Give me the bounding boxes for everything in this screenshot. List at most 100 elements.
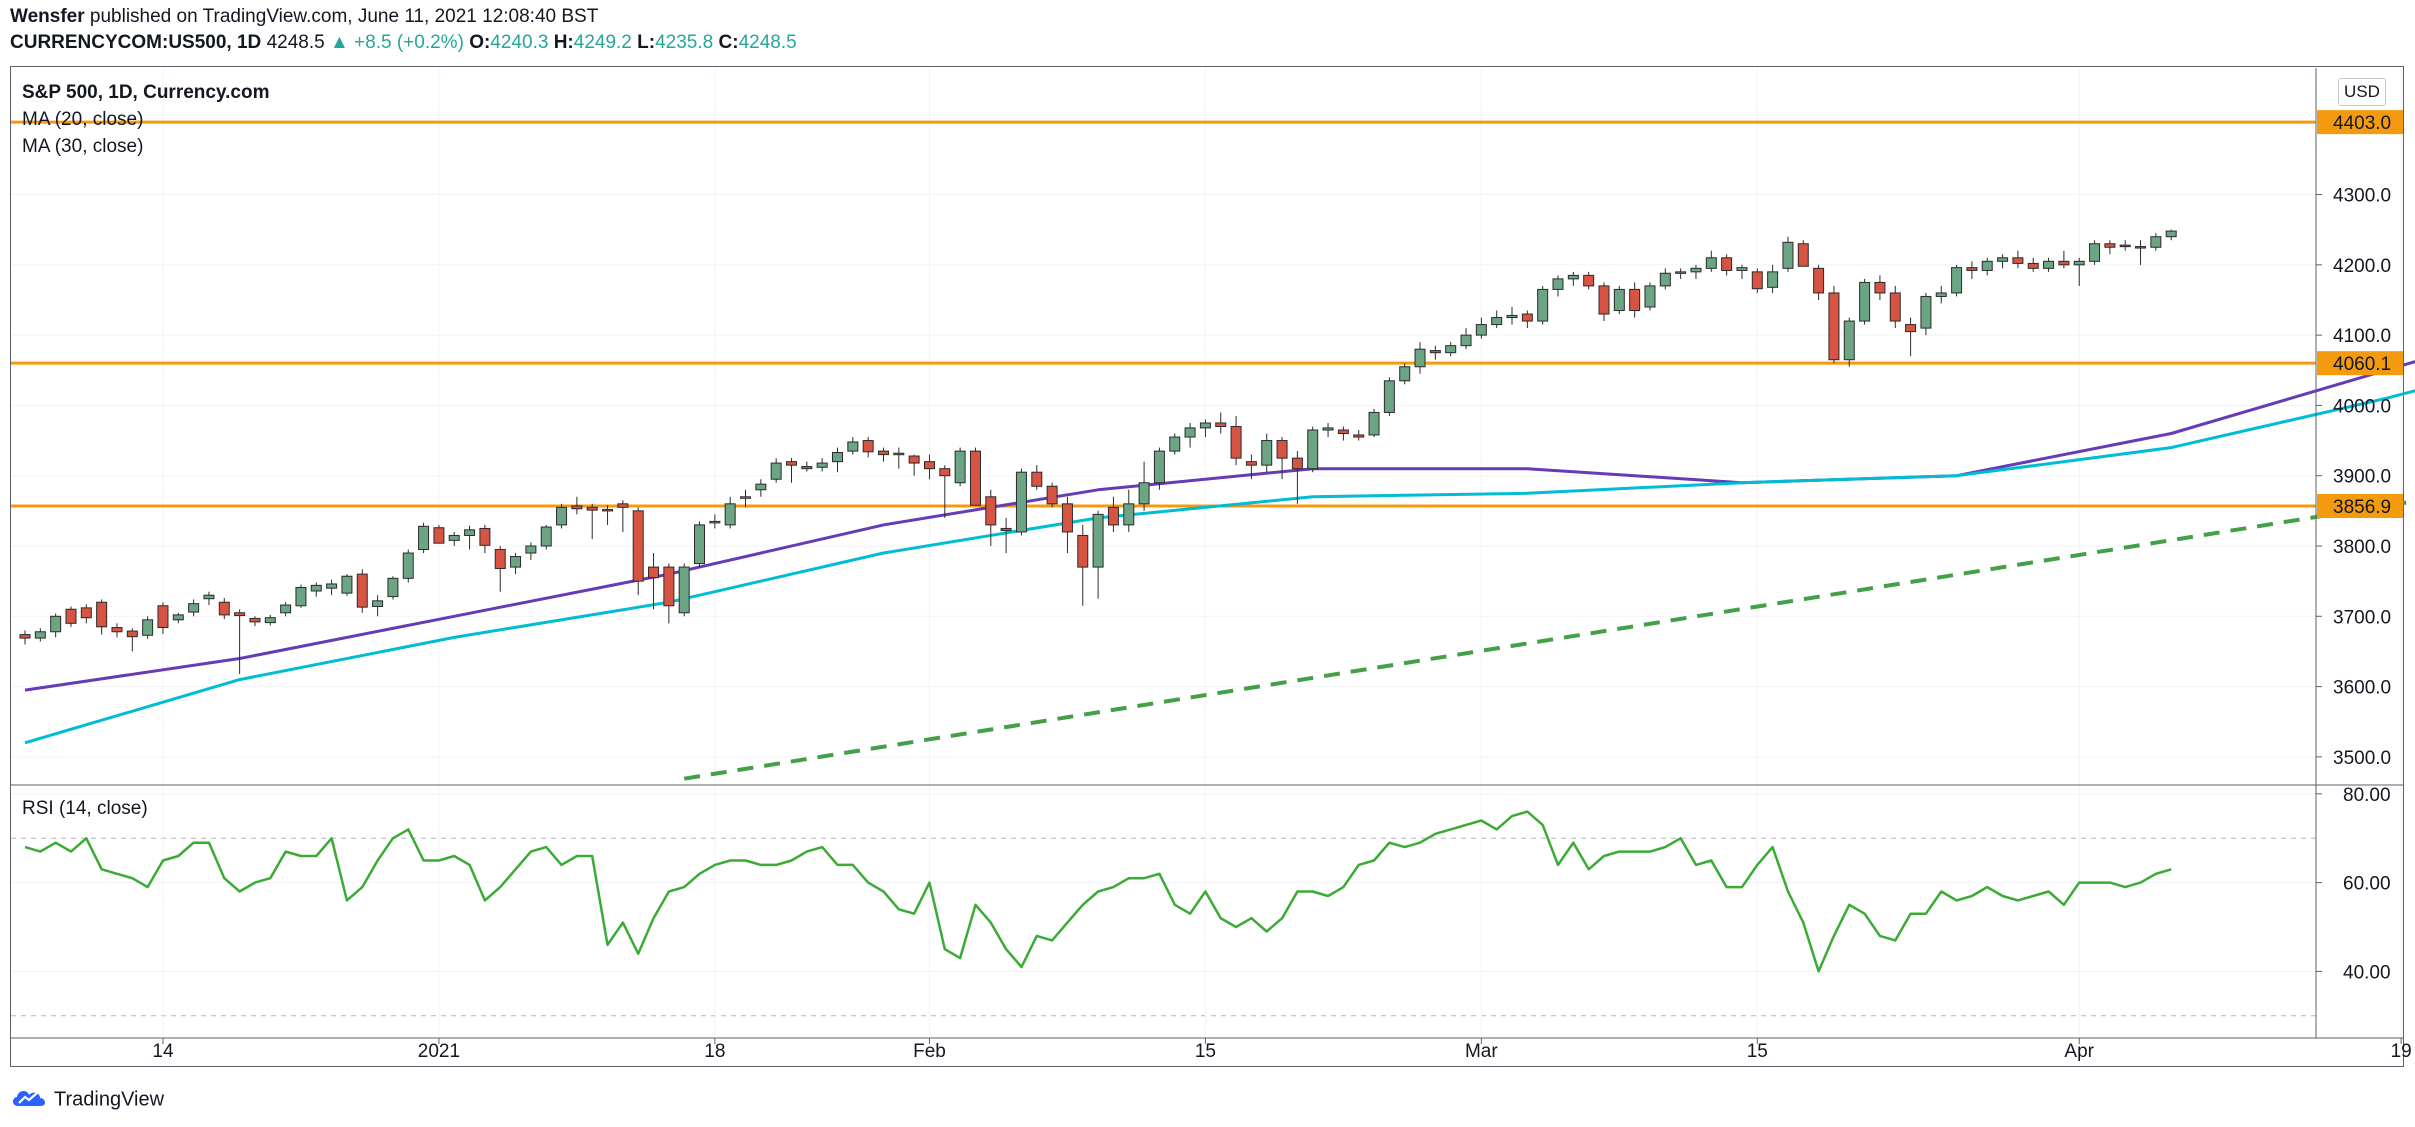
- candle-body: [448, 534, 460, 541]
- price-tick-label: 4100.0: [2333, 326, 2391, 347]
- candle-body: [172, 614, 184, 621]
- candles: [19, 229, 2177, 674]
- candle-up: [724, 496, 736, 529]
- candle-up: [694, 521, 706, 568]
- candle-body: [648, 566, 660, 579]
- candle-body: [1905, 324, 1917, 333]
- level-tag: [2317, 494, 2403, 519]
- candle-up: [264, 614, 276, 626]
- candle-body: [1828, 292, 1840, 361]
- candle-body: [617, 503, 629, 508]
- candle-body: [1414, 348, 1426, 368]
- candle-body: [1889, 292, 1901, 322]
- candle-body: [387, 577, 399, 598]
- candle-down: [234, 609, 246, 674]
- candle-up: [847, 437, 859, 455]
- candle-body: [1460, 334, 1472, 347]
- candle-down: [494, 546, 506, 592]
- candle-up: [1368, 408, 1380, 438]
- candle-body: [2165, 230, 2177, 238]
- candle-down: [2135, 240, 2147, 265]
- candle-body: [1874, 281, 1886, 294]
- candle-up: [2150, 233, 2162, 251]
- time-tick-label: 18: [704, 1041, 725, 1062]
- author-name[interactable]: Wensfer: [10, 6, 85, 27]
- time-tick-label: 19: [2391, 1041, 2412, 1062]
- candle-body: [295, 586, 307, 607]
- candle-up: [1184, 422, 1196, 448]
- candle-down: [1583, 271, 1595, 290]
- candle-body: [203, 594, 215, 600]
- candle-body: [1521, 313, 1533, 322]
- candle-up: [188, 599, 200, 617]
- candle-up: [1199, 419, 1211, 438]
- candle-body: [1767, 271, 1779, 288]
- candle-down: [1629, 282, 1641, 318]
- low-value: 4235.8: [655, 32, 714, 53]
- candle-down: [1598, 282, 1610, 322]
- candle-down: [1797, 240, 1809, 267]
- candle-body: [1736, 267, 1748, 271]
- candle-up: [1705, 250, 1717, 272]
- candle-body: [2104, 243, 2116, 248]
- candle-down: [1061, 496, 1073, 554]
- candle-body: [96, 601, 108, 628]
- candle-body: [1506, 314, 1518, 319]
- candle-body: [1613, 288, 1625, 312]
- candle-body: [969, 450, 981, 506]
- candle-down: [1966, 261, 1978, 279]
- candle-body: [157, 605, 169, 629]
- candle-body: [1123, 503, 1135, 526]
- candle-down: [969, 447, 981, 506]
- candle-body: [1184, 427, 1196, 438]
- tradingview-cloud-icon: [10, 1086, 48, 1114]
- footer-brand[interactable]: TradingView: [10, 1086, 164, 1114]
- candle-body: [908, 455, 920, 464]
- candle-down: [65, 606, 77, 627]
- candle-up: [1997, 254, 2009, 269]
- candle-body: [1061, 503, 1073, 533]
- time-tick-label: 2021: [418, 1041, 460, 1062]
- candle-body: [1291, 457, 1303, 470]
- candle-up: [1261, 433, 1273, 473]
- candle-body: [724, 503, 736, 526]
- candle-down: [1751, 268, 1763, 293]
- candle-down: [1889, 285, 1901, 329]
- candle-body: [264, 617, 276, 624]
- candle-body: [34, 631, 46, 639]
- candle-up: [1675, 268, 1687, 279]
- level-tag: [2317, 351, 2403, 376]
- candle-body: [923, 461, 935, 470]
- candle-up: [740, 489, 752, 508]
- candle-body: [1705, 257, 1717, 269]
- candle-body: [1690, 267, 1702, 273]
- candle-down: [1291, 451, 1303, 504]
- candle-body: [1199, 422, 1211, 429]
- candle-body: [19, 634, 31, 639]
- candle-down: [1077, 524, 1089, 606]
- candle-body: [740, 496, 752, 499]
- rsi-line: [24, 810, 2172, 973]
- rsi-legend[interactable]: RSI (14, close): [22, 798, 148, 819]
- candle-down: [218, 598, 230, 620]
- candle-body: [1859, 281, 1871, 322]
- candle-down: [1828, 285, 1840, 364]
- candle-body: [540, 526, 552, 547]
- candle-up: [372, 595, 384, 617]
- footer-brand-label: TradingView: [54, 1088, 165, 1111]
- candle-up: [1690, 264, 1702, 279]
- candle-up: [1414, 342, 1426, 374]
- candle-body: [1015, 471, 1027, 533]
- rsi-tick-label: 40.00: [2343, 962, 2391, 983]
- candle-down: [571, 496, 583, 515]
- ma30-legend[interactable]: MA (30, close): [22, 136, 144, 157]
- candle-up: [1092, 510, 1104, 599]
- candle-body: [2135, 246, 2147, 249]
- candle-down: [2058, 250, 2070, 269]
- candle-body: [1920, 295, 1932, 329]
- ma20-legend[interactable]: MA (20, close): [22, 109, 144, 130]
- currency-button[interactable]: USD: [2338, 78, 2386, 106]
- axes: 3500.0 3600.0 3700.0 3800.0 3900.0 4000.0 4100…: [11, 68, 2412, 1062]
- candle-body: [1261, 440, 1273, 466]
